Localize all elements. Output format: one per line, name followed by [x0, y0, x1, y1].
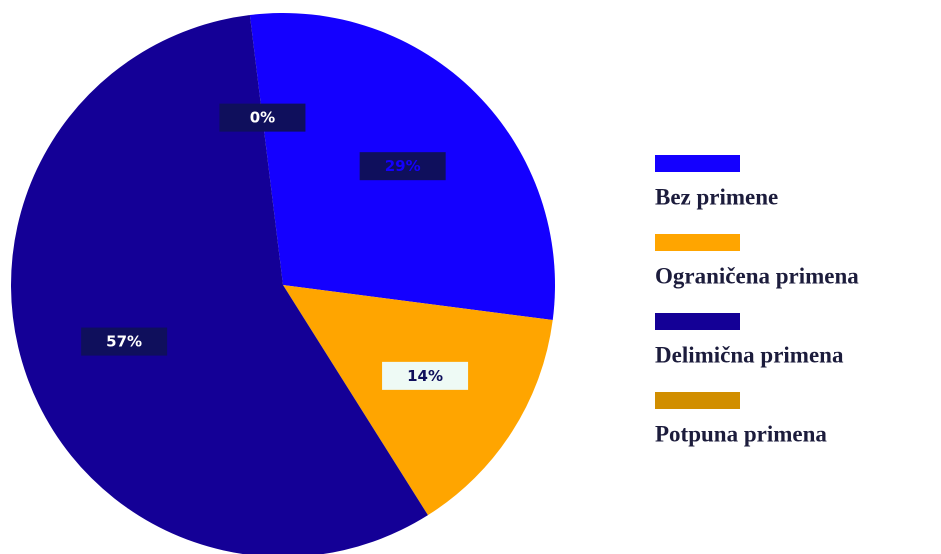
legend-label: Ograničena primena: [655, 264, 859, 289]
data-label: 0%: [219, 103, 306, 132]
data-label-box: [359, 152, 446, 181]
pie-slice: [11, 15, 428, 554]
data-label: 57%: [81, 327, 168, 356]
data-label-text: 29%: [385, 157, 421, 175]
data-label-box: [382, 361, 469, 390]
data-label: 29%: [359, 152, 446, 181]
data-label-text: 14%: [407, 367, 443, 385]
legend-swatch: [655, 392, 740, 409]
legend-label: Potpuna primena: [655, 422, 827, 447]
data-label-text: 0%: [250, 109, 275, 127]
legend-label: Delimična primena: [655, 343, 844, 368]
data-label-box: [81, 327, 168, 356]
pie-slice: [283, 285, 553, 516]
data-label-box: [219, 103, 306, 132]
legend-label: Bez primene: [655, 185, 778, 210]
legend-swatch: [655, 234, 740, 251]
data-label: 14%: [382, 361, 469, 390]
data-label-text: 57%: [106, 333, 142, 351]
legend-swatch: [655, 313, 740, 330]
legend-swatch: [655, 155, 740, 172]
